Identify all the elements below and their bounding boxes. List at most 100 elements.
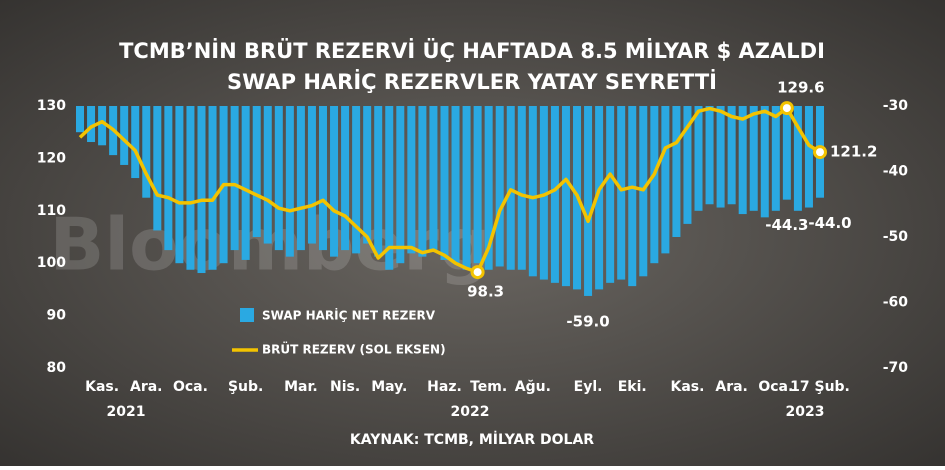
x-tick-label: May. [371, 379, 407, 395]
bar [374, 106, 383, 257]
bar [186, 106, 195, 270]
y-tick-label: 90 [47, 308, 67, 324]
bar [528, 106, 537, 277]
bar [705, 106, 714, 205]
bar [142, 106, 151, 198]
x-tick-label: Kas. [670, 379, 704, 395]
bar [363, 106, 372, 244]
bar [462, 106, 471, 270]
bar [341, 106, 350, 251]
y-tick-label: 80 [47, 360, 67, 376]
data-label: 129.6 [777, 79, 824, 97]
bar [274, 106, 283, 251]
y-tick-label: 120 [37, 150, 66, 166]
bar [440, 106, 449, 260]
bar [749, 106, 758, 211]
bar [385, 106, 394, 270]
data-label: 98.3 [467, 283, 504, 301]
data-label: -44.3 [765, 216, 808, 234]
legend-label: BRÜT REZERV (SOL EKSEN) [262, 342, 446, 357]
x-tick-label: Oca. [758, 379, 793, 395]
chart-title: TCMB’NİN BRÜT REZERVİ ÜÇ HAFTADA 8.5 MİL… [119, 38, 825, 63]
bar [517, 106, 526, 270]
bar [197, 106, 206, 274]
bar [285, 106, 294, 257]
bar [407, 106, 416, 254]
x-tick-label: Tem. [470, 379, 507, 395]
bar [661, 106, 670, 254]
bar [352, 106, 361, 254]
bar [98, 106, 107, 146]
x-tick-label: Kas. [85, 379, 119, 395]
bar [330, 106, 339, 257]
y-tick-label: 130 [37, 98, 66, 114]
bar [495, 106, 504, 267]
bar [760, 106, 769, 218]
y2-tick-label: -60 [883, 295, 909, 311]
bar [793, 106, 802, 211]
x-tick-label: 17 Şub. [790, 379, 850, 395]
data-label: -44.0 [808, 214, 851, 232]
bar [738, 106, 747, 215]
bar [164, 106, 173, 251]
y-tick-label: 100 [37, 255, 66, 271]
bar [683, 106, 692, 224]
y2-tick-label: -50 [883, 229, 909, 245]
x-tick-label: Eyl. [574, 379, 603, 395]
bar [396, 106, 405, 264]
bar [716, 106, 725, 208]
point-marker [813, 145, 827, 160]
y2-tick-label: -70 [883, 360, 909, 376]
bar [263, 106, 272, 244]
data-label: 121.2 [830, 143, 877, 161]
bar [606, 106, 615, 283]
bar [318, 106, 327, 251]
bar [175, 106, 184, 264]
bar [804, 106, 813, 208]
x-tick-label: Ağu. [515, 379, 551, 395]
bar [617, 106, 626, 280]
year-label: 2021 [107, 404, 146, 420]
bar [208, 106, 217, 270]
bar [550, 106, 559, 283]
y-tick-label: 110 [37, 203, 66, 219]
bar [539, 106, 548, 280]
x-tick-label: Ara. [715, 379, 748, 395]
legend-label: SWAP HARİÇ NET REZERV [262, 308, 436, 323]
bar [782, 106, 791, 200]
bar [473, 106, 482, 264]
bar [561, 106, 570, 287]
line [78, 106, 821, 274]
x-tick-label: Ara. [130, 379, 163, 395]
bar [153, 106, 162, 231]
bar [506, 106, 515, 270]
point-marker [470, 265, 485, 280]
x-tick-label: Nis. [330, 379, 360, 395]
bar [595, 106, 604, 290]
bar [672, 106, 681, 237]
year-label: 2023 [786, 404, 825, 420]
y2-tick-label: -30 [883, 98, 909, 114]
bar [484, 106, 493, 270]
x-tick-label: Mar. [284, 379, 318, 395]
bar [307, 106, 316, 244]
bar [584, 106, 593, 296]
bar [87, 106, 96, 143]
y2-tick-label: -40 [883, 164, 909, 180]
source: KAYNAK: TCMB, MİLYAR DOLAR [350, 431, 594, 448]
point-marker [779, 101, 794, 116]
bar [418, 106, 427, 257]
year-label: 2022 [451, 404, 490, 420]
bar [628, 106, 637, 287]
bar [429, 106, 438, 251]
legend-swatch [240, 308, 254, 322]
bar [120, 106, 129, 165]
bar [296, 106, 305, 251]
chart-subtitle: SWAP HARİÇ REZERVLER YATAY SEYRETTİ [227, 69, 717, 94]
bar [771, 106, 780, 211]
x-tick-label: Eki. [618, 379, 647, 395]
bar [252, 106, 261, 237]
bar [650, 106, 659, 264]
